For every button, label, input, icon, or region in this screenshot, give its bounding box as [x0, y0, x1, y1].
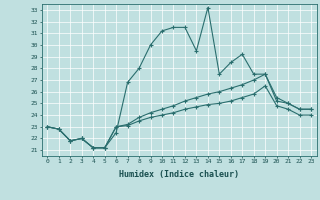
X-axis label: Humidex (Indice chaleur): Humidex (Indice chaleur) — [119, 170, 239, 179]
